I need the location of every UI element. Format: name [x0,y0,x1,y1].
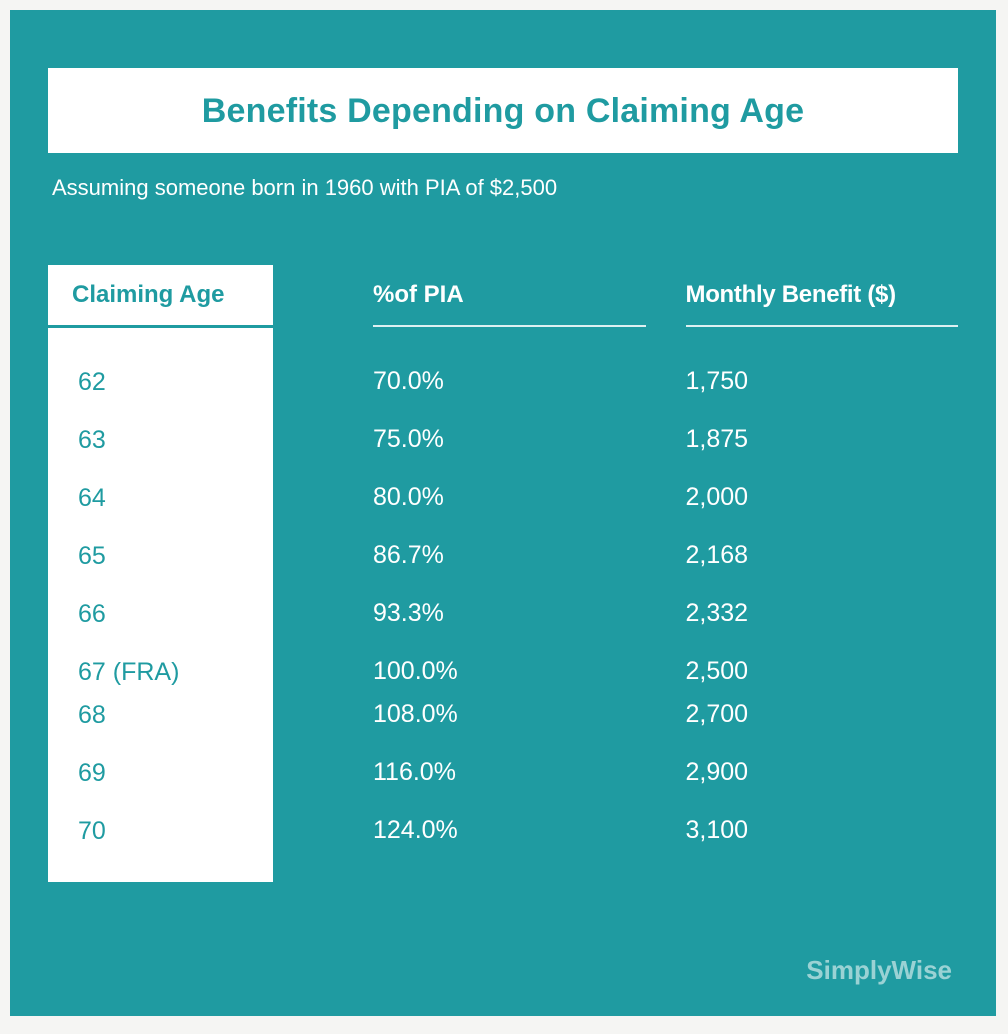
table-row-benefit: 1,875 [686,427,959,452]
table-row-pia: 108.0% [373,702,646,727]
table-row-benefit: 1,750 [686,369,959,394]
table-row-benefit: 3,100 [686,818,959,843]
table-row-age: 63 [78,428,267,453]
table-row-pia: 116.0% [373,760,646,785]
table-row-benefit: 2,700 [686,702,959,727]
table-row-age: 69 [78,761,267,786]
table-row-pia: 75.0% [373,427,646,452]
column-header-age: Claiming Age [48,265,273,328]
table-row-age: 70 [78,819,267,844]
table-row-pia: 80.0% [373,485,646,510]
benefits-table: Claiming Age 62 63 64 65 66 67 (FRA) 68 69 70 %o… [48,265,958,882]
column-header-benefit: Monthly Benefit ($) [686,265,959,327]
table-row-age: 65 [78,544,267,569]
table-row-age: 66 [78,602,267,627]
column-body-age: 62 63 64 65 66 67 (FRA) 68 69 70 [48,328,273,882]
table-row-pia: 124.0% [373,818,646,843]
table-row-benefit: 2,900 [686,760,959,785]
table-row-age: 64 [78,486,267,511]
page-title: Benefits Depending on Claiming Age [68,92,938,131]
table-row-pia: 70.0% [373,369,646,394]
column-claiming-age: Claiming Age 62 63 64 65 66 67 (FRA) 68 69 70 [48,265,273,882]
column-body-pia: 70.0% 75.0% 80.0% 86.7% 93.3% 100.0% 108.0% 116… [373,327,646,843]
column-header-pia: %of PIA [373,265,646,327]
column-benefit: Monthly Benefit ($) 1,750 1,875 2,000 2,168… [646,265,959,853]
title-box: Benefits Depending on Claiming Age [48,68,958,153]
table-row-pia: 86.7% [373,543,646,568]
column-pia: %of PIA 70.0% 75.0% 80.0% 86.7% 93.3% 100.0% 1… [273,265,646,853]
table-row-benefit: 2,000 [686,485,959,510]
table-row-age: 62 [78,370,267,395]
brand-label: SimplyWise [806,955,952,986]
infographic-panel: Benefits Depending on Claiming Age Assum… [10,10,996,1016]
subtitle: Assuming someone born in 1960 with PIA o… [52,175,958,201]
table-row-age: 68 [78,703,267,728]
table-row-age: 67 (FRA) [78,660,267,685]
table-row-pia: 93.3% [373,601,646,626]
table-row-pia: 100.0% [373,659,646,684]
table-row-benefit: 2,332 [686,601,959,626]
table-row-benefit: 2,500 [686,659,959,684]
column-body-benefit: 1,750 1,875 2,000 2,168 2,332 2,500 2,700 2,900… [686,327,959,843]
table-row-benefit: 2,168 [686,543,959,568]
